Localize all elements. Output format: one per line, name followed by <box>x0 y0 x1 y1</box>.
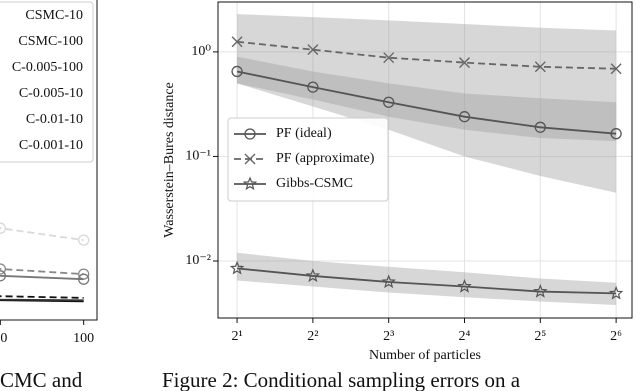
x-tick-label: 100 <box>73 331 94 346</box>
legend-label: CSMC-10 <box>25 8 83 23</box>
x-tick-label: 2¹ <box>231 329 242 344</box>
x-tick-label: 2⁵ <box>534 329 546 344</box>
series-line <box>236 70 617 135</box>
marker <box>458 111 471 123</box>
marker <box>610 128 622 140</box>
error-band <box>237 252 617 305</box>
marker <box>231 36 243 48</box>
plot-area <box>0 222 90 303</box>
series-line <box>236 267 617 295</box>
axes-frame <box>0 0 98 321</box>
marker <box>381 274 396 289</box>
marker <box>229 260 245 275</box>
series-line <box>0 227 84 241</box>
marker <box>383 52 395 64</box>
marker <box>78 234 90 246</box>
axes-frame <box>217 1 633 319</box>
legend-label: Gibbs-CSMC <box>276 176 353 191</box>
legend-label: C-0.005-100 <box>12 60 83 75</box>
x-tick-label: 2⁴ <box>459 329 471 344</box>
marker <box>0 263 6 275</box>
marker <box>305 268 321 283</box>
series-line <box>0 274 84 281</box>
x-tick-label: 2⁶ <box>610 329 622 344</box>
caption: Figure 2: Conditional sampling errors on… <box>162 368 521 391</box>
marker <box>0 270 6 282</box>
marker <box>533 283 548 298</box>
series-line <box>0 298 84 302</box>
error-band <box>237 14 617 193</box>
series-line <box>0 268 84 275</box>
plot-area <box>218 2 632 318</box>
x-tick-label: 50 <box>0 331 7 346</box>
legend-box <box>227 117 389 202</box>
legend-marker <box>244 128 256 140</box>
marker <box>608 285 624 300</box>
marker <box>78 273 90 285</box>
series-line <box>0 295 84 299</box>
marker <box>383 96 395 108</box>
legend-label: C-0.001-10 <box>19 138 83 153</box>
legend-label: C-0.01-10 <box>26 112 83 127</box>
legend-label: PF (approximate) <box>276 151 375 166</box>
legend-label: C-0.005-10 <box>19 86 83 101</box>
legend-box <box>0 1 94 163</box>
x-tick-label: 2² <box>307 329 318 344</box>
marker <box>231 65 243 78</box>
x-tick-label: 2³ <box>383 329 394 344</box>
marker <box>534 61 546 73</box>
legend-label: PF (ideal) <box>276 126 332 141</box>
y-tick-label: 10⁻¹ <box>185 149 211 164</box>
y-axis-label: Wasserstein–Bures distance <box>162 82 177 238</box>
marker <box>0 222 6 234</box>
error-band <box>237 56 617 142</box>
legend-marker <box>244 153 256 165</box>
marker <box>307 44 319 56</box>
x-axis-label: Number of particles <box>369 348 481 363</box>
y-tick-label: 10⁻² <box>185 253 211 268</box>
caption: CMC and <box>0 368 83 391</box>
series-line <box>236 40 617 70</box>
legend-label: CSMC-100 <box>18 34 83 49</box>
y-tick-label: 10⁰ <box>191 44 211 59</box>
marker <box>610 63 622 75</box>
marker <box>534 121 546 133</box>
marker <box>457 278 472 293</box>
plot: 50 100 CSMC-10 CSMC-100 C-0.005-100 C-0.005-1… <box>0 0 98 346</box>
marker <box>459 57 470 69</box>
plot: 2¹ 2² 2³ 2⁴ 2⁵ 2⁶ 10⁻² 10⁻¹ 10⁰ Number of particl… <box>162 1 633 363</box>
legend-marker <box>242 176 258 191</box>
marker <box>307 81 319 93</box>
